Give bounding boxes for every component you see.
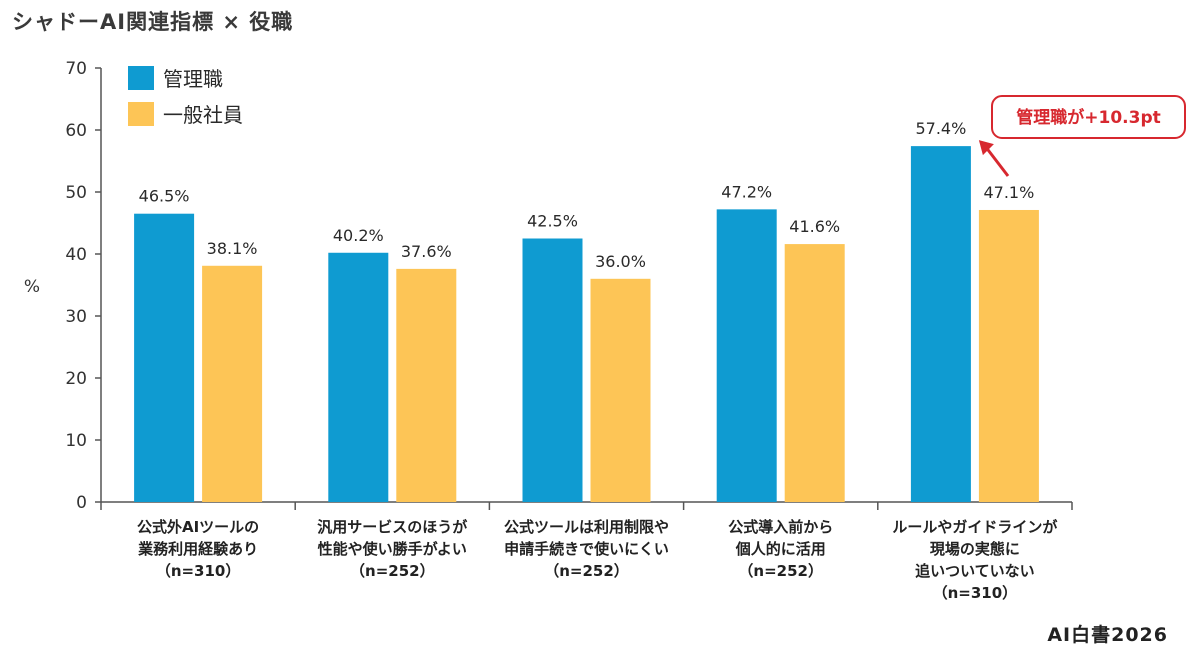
bar-value-label: 57.4% [915,119,966,138]
category-label: 公式外AIツールの [137,518,259,536]
bar-manager [134,213,195,502]
category-label: 公式導入前から [728,518,833,536]
category-label: 現場の実態に [930,540,1020,558]
legend-label: 一般社員 [163,103,243,127]
y-tick-label: 50 [65,183,87,203]
bar-value-label: 47.1% [983,183,1034,202]
annotation-text: 管理職が+10.3pt [1016,107,1160,128]
category-label: 個人的に活用 [735,540,826,558]
bar-value-label: 40.2% [333,226,384,245]
annotation-arrowhead [978,140,994,156]
bar-manager [910,146,971,502]
y-tick-label: 20 [65,369,87,389]
category-label: （n=310） [933,584,1018,602]
category-label: （n=252） [544,562,629,580]
bar-staff [396,268,457,502]
bar-value-label: 47.2% [721,182,772,201]
bar-staff [784,244,845,502]
legend-swatch [128,66,154,90]
bar-value-label: 38.1% [207,239,258,258]
y-axis-label: % [24,277,40,297]
bar-value-label: 41.6% [789,217,840,236]
branding-logo: AI白書2026 [1047,624,1168,646]
y-tick-label: 0 [76,493,87,513]
annotation-box [991,95,1186,139]
category-label: 追いついていない [915,562,1035,580]
bar-manager [328,252,389,502]
category-label: （n=310） [156,562,241,580]
bar-value-label: 37.6% [401,242,452,261]
bar-staff [202,265,263,502]
bar-value-label: 36.0% [595,252,646,271]
annotation: 管理職が+10.3pt [978,95,1186,177]
y-tick-label: 60 [65,121,87,141]
bar-staff [590,278,651,502]
y-tick-label: 30 [65,307,87,327]
category-label: （n=252） [738,562,823,580]
category-label: 汎用サービスのほうが [317,518,468,536]
bar-manager [522,238,583,502]
y-tick-label: 40 [65,245,87,265]
legend-swatch [128,102,154,126]
legend-label: 管理職 [163,67,223,91]
category-label: （n=252） [350,562,435,580]
bar-value-label: 42.5% [527,212,578,231]
y-tick-label: 10 [65,431,87,451]
bar-value-label: 46.5% [139,187,190,206]
y-tick-label: 70 [65,59,87,79]
bars: 46.5% 38.1% 40.2% 37.6% 42.5% 36.0% 47.2% 41.6%… [134,119,1039,503]
category-label: 公式ツールは利用制限や [504,518,669,536]
bar-manager [716,209,777,503]
category-label: ルールやガイドラインが [892,518,1058,536]
category-label: 性能や使い勝手がよい [318,540,467,558]
category-label: 業務利用経験あり [137,540,258,558]
chart-title: シャドーAI関連指標 × 役職 [12,10,294,34]
category-label: 申請手続きで使いにくい [504,540,669,558]
bar-staff [978,209,1039,503]
annotation-arrow [984,146,1010,177]
